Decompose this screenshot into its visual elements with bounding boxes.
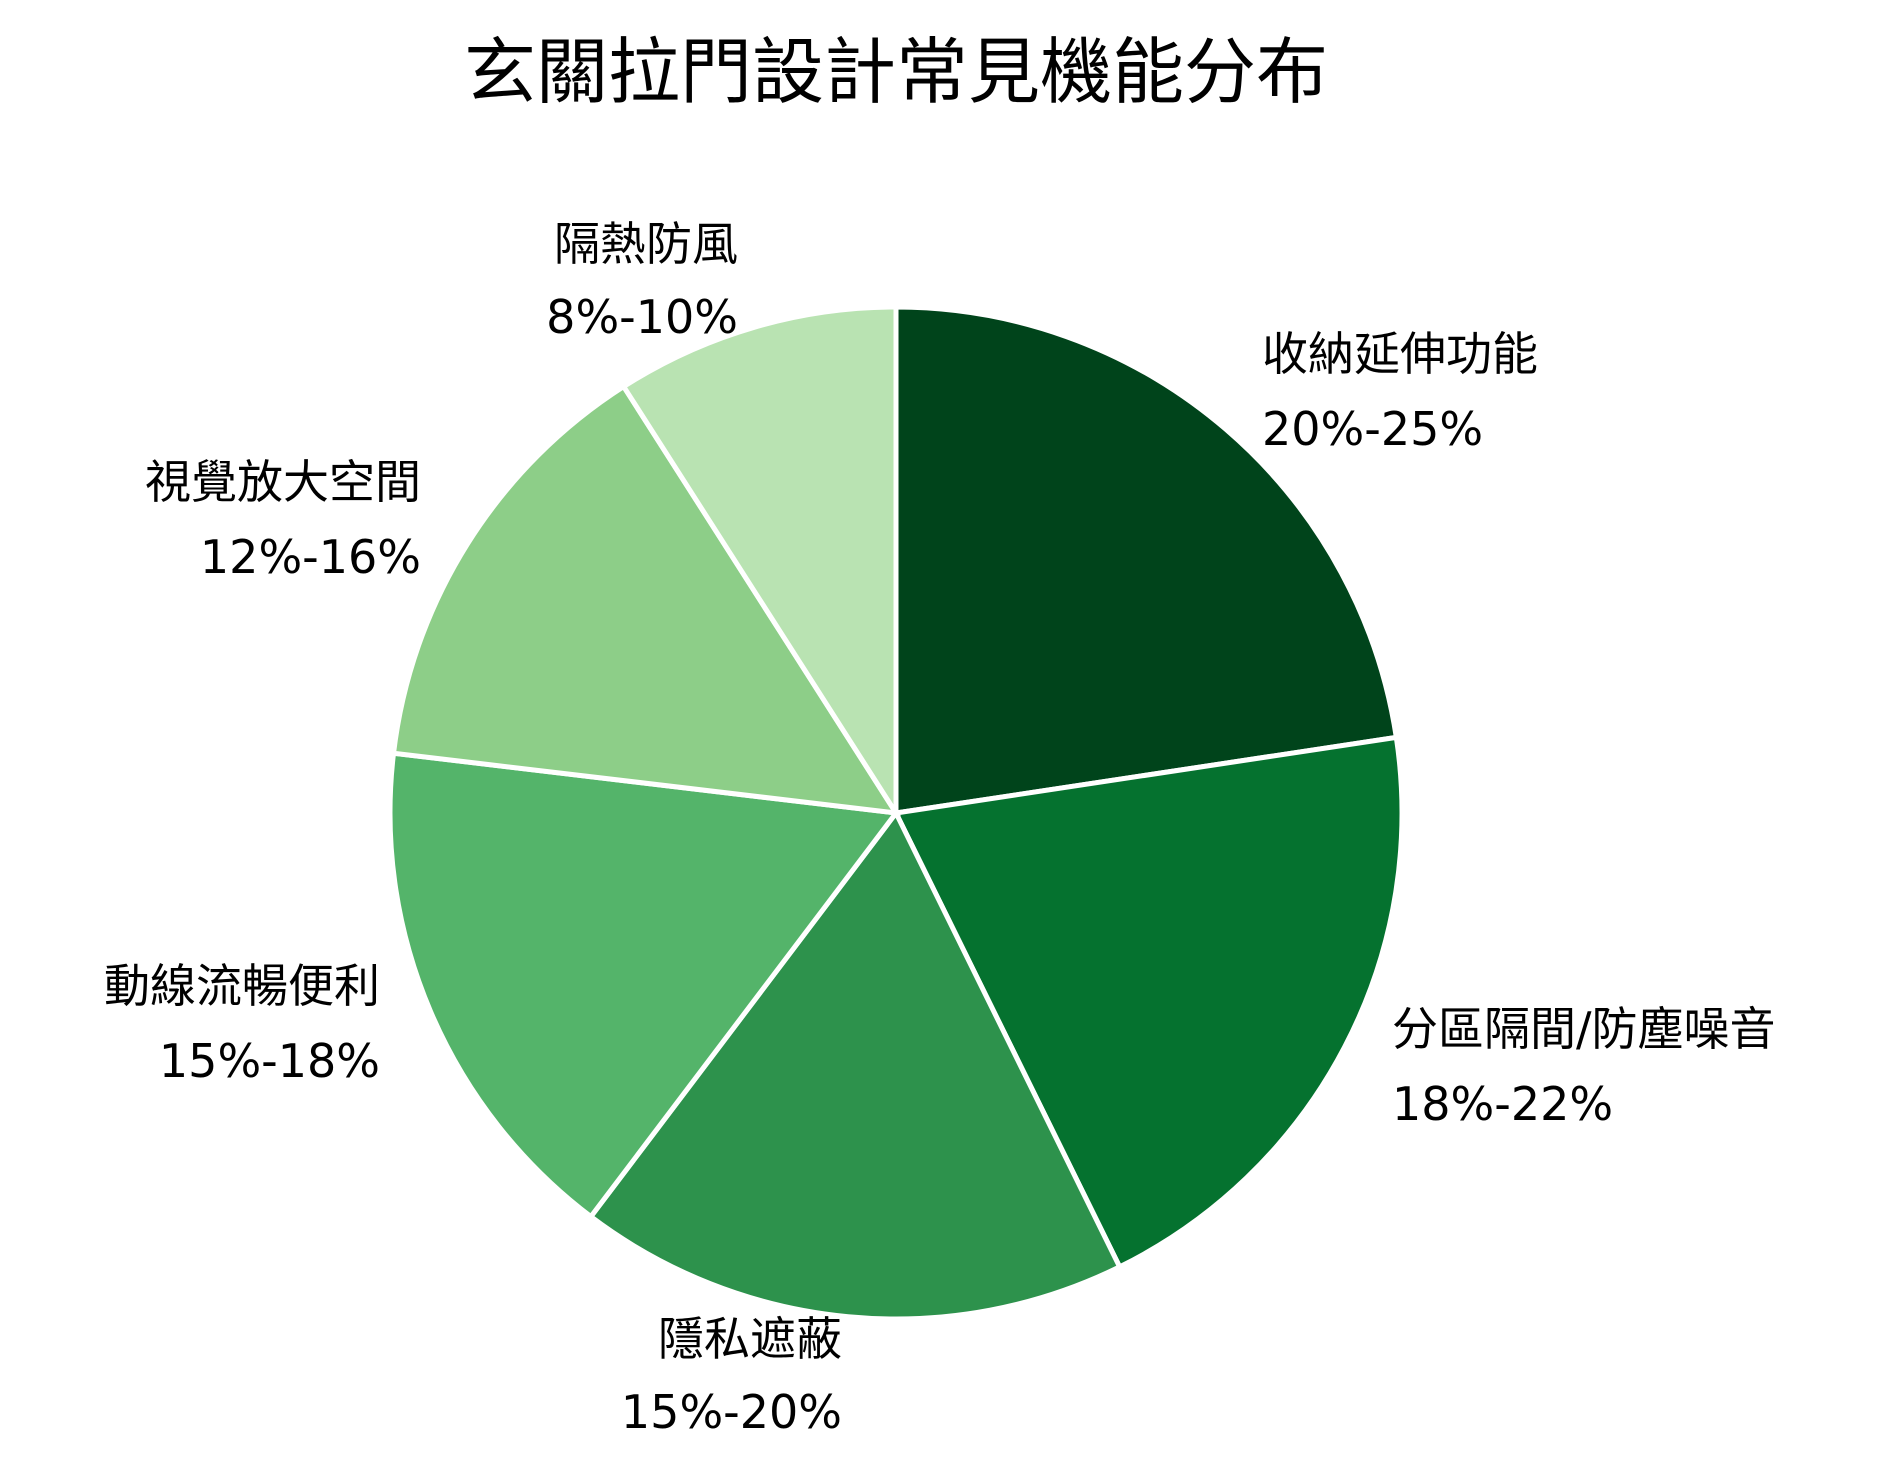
slice-range-label-4: 15%-18%	[159, 1034, 380, 1088]
slice-label-5: 視覺放大空間	[145, 455, 421, 509]
slice-range-label-1: 20%-25%	[1262, 402, 1483, 456]
slice-range-label-6: 8%-10%	[546, 290, 738, 344]
chart-title: 玄關拉門設計常見機能分布	[464, 30, 1328, 114]
pie-slice-6	[620, 304, 899, 822]
slice-label-4: 動線流暢便利	[104, 959, 380, 1013]
pie-slice-5	[390, 383, 901, 817]
pie-labels: 收納延伸功能 20%-25% 分區隔間/防塵噪音 18%-22% 隱私遮蔽 15%-20%…	[104, 217, 1776, 1439]
slice-range-label-3: 15%-20%	[621, 1385, 842, 1439]
slice-label-6: 隔熱防風	[554, 217, 738, 271]
pie-slice-1	[893, 304, 1400, 816]
pie-slice-3	[587, 808, 1123, 1322]
pie-slice-2	[892, 734, 1405, 1271]
slice-label-2: 分區隔間/防塵噪音	[1392, 1002, 1776, 1056]
pie-slices	[387, 304, 1405, 1322]
slice-range-label-5: 12%-16%	[200, 530, 421, 584]
slice-label-1: 收納延伸功能	[1262, 327, 1538, 381]
slice-label-3: 隱私遮蔽	[658, 1312, 842, 1366]
pie-slice-4	[387, 750, 901, 1221]
slice-range-label-2: 18%-22%	[1392, 1077, 1613, 1131]
